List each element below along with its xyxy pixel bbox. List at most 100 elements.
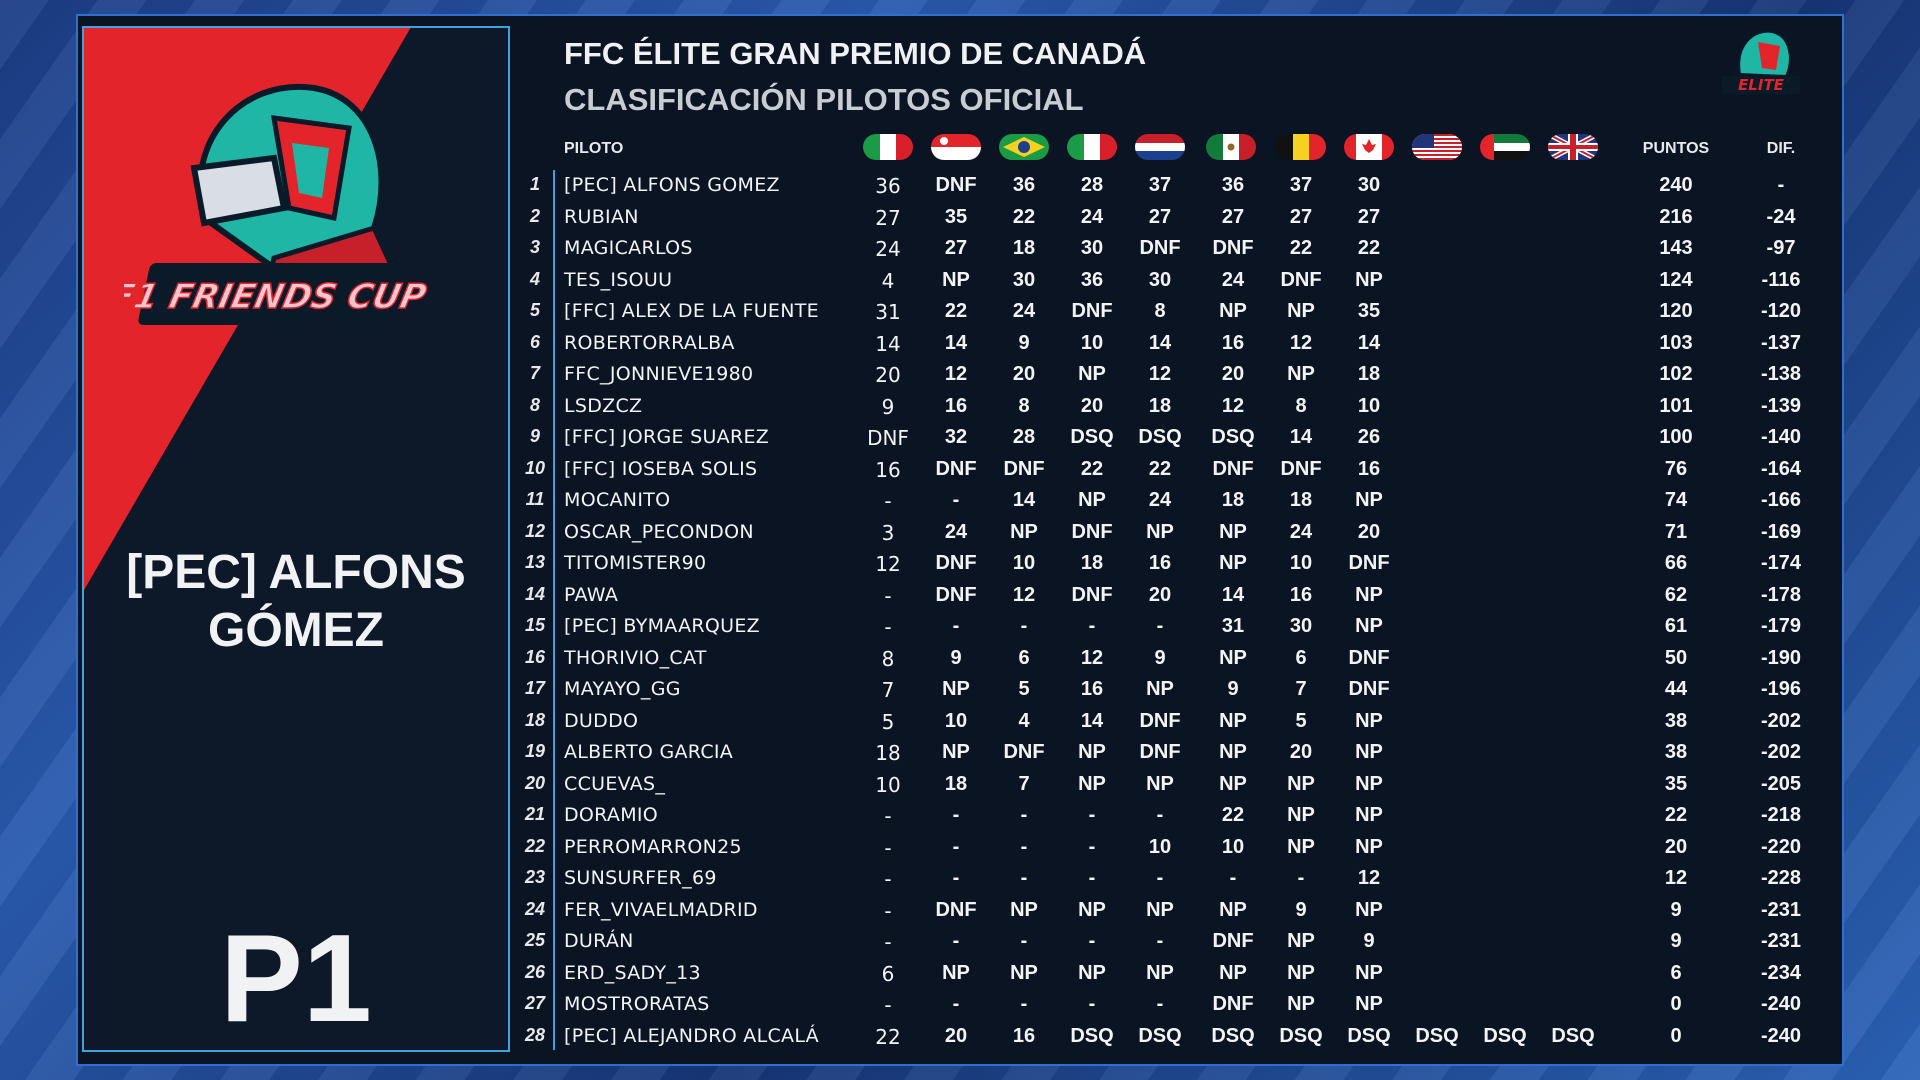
race-result-cell: NP <box>1219 552 1247 574</box>
row-position: 7 <box>529 363 540 383</box>
race-result-cell: 28 <box>1080 174 1104 196</box>
race-result-cell: 27 <box>1221 205 1245 228</box>
race-result-cell: 8 <box>1295 394 1307 417</box>
row-driver-name: DORAMIO <box>564 804 659 826</box>
race-result-cell: 10 <box>1148 835 1172 858</box>
race-result-cell: DNF <box>1280 457 1322 480</box>
row-driver-name: RUBIAN <box>564 205 639 228</box>
race-result-cell: DNF <box>1348 678 1390 700</box>
row-driver-name: [FFC] IOSEBA SOLIS <box>564 457 758 480</box>
table-row: 21 DORAMIO - - - - - 22 NP NP 22 -218 <box>0 801 1920 833</box>
race-result-cell: 12 <box>875 552 901 576</box>
row-driver-name: DURÁN <box>564 930 634 952</box>
race-result-cell: NP <box>1355 961 1383 984</box>
table-divider <box>553 170 555 1050</box>
race-result-cell: NP <box>1078 363 1106 385</box>
race-result-cell: 37 <box>1148 174 1172 196</box>
race-result-cell: 10 <box>1289 552 1313 574</box>
race-result-cell: 6 <box>881 961 895 986</box>
race-result-cell: DSQ <box>1070 426 1114 448</box>
race-result-cell: NP <box>1287 993 1315 1015</box>
race-result-cell: 20 <box>1357 520 1381 543</box>
race-result-cell: 20 <box>1080 394 1104 417</box>
race-result-cell: 9 <box>1295 898 1307 921</box>
row-driver-name: FER_VIVAELMADRID <box>564 898 758 921</box>
col-header-points: PUNTOS <box>1642 140 1710 157</box>
race-result-cell: 5 <box>1018 678 1030 700</box>
race-result-cell: 18 <box>1221 489 1245 511</box>
row-position: 26 <box>524 961 546 982</box>
race-result-cell: NP <box>1355 804 1383 826</box>
row-position: 20 <box>524 772 546 793</box>
race-result-cell: NP <box>942 678 970 700</box>
race-result-cell: 22 <box>1012 205 1036 228</box>
f1-friends-cup-logo: F1 FRIENDS CUP <box>106 58 464 358</box>
race-result-cell: NP <box>1355 268 1383 291</box>
table-row: 16 THORIVIO_CAT 8 9 6 12 9 NP 6 DNF 50 -190 <box>0 644 1920 676</box>
race-result-cell: 24 <box>1148 489 1172 511</box>
row-difference: -140 <box>1760 426 1802 448</box>
race-result-cell: DNF <box>1348 552 1390 574</box>
row-position: 13 <box>524 552 546 572</box>
race-result-cell: NP <box>1287 930 1315 952</box>
table-row: 6 ROBERTORRALBA 14 14 9 10 14 16 12 14 103 -137 <box>0 329 1920 361</box>
race-result-cell: NP <box>942 961 970 984</box>
race-result-cell: - <box>1088 993 1096 1015</box>
row-points: 100 <box>1659 426 1693 448</box>
race-result-cell: DNF <box>1139 237 1181 259</box>
race-result-cell: 10 <box>1357 394 1381 417</box>
race-result-cell: 16 <box>1148 552 1172 574</box>
row-driver-name: [PEC] ALFONS GOMEZ <box>564 174 780 196</box>
race-result-cell: - <box>884 835 892 860</box>
race-result-cell: 10 <box>875 772 901 797</box>
race-result-cell: DSQ <box>1070 1024 1114 1047</box>
race-result-cell: DNF <box>1003 457 1045 480</box>
race-result-cell: NP <box>1146 772 1174 795</box>
italy-flag-icon <box>863 134 913 160</box>
race-result-cell: NP <box>1355 772 1383 795</box>
svg-text:ELITE: ELITE <box>1738 76 1785 94</box>
race-result-cell: NP <box>1146 961 1174 984</box>
race-result-cell: - <box>952 615 960 637</box>
driver-name-line2: GÓMEZ <box>208 604 384 657</box>
row-driver-name: ALBERTO GARCIA <box>564 741 734 763</box>
race-result-cell: 24 <box>875 237 901 261</box>
race-result-cell: 31 <box>1221 615 1245 637</box>
table-row: 27 MOSTRORATAS - - - - - DNF NP NP 0 -240 <box>0 990 1920 1022</box>
row-driver-name: PAWA <box>564 583 619 606</box>
row-driver-name: PERROMARRON25 <box>564 835 742 858</box>
table-row: 12 OSCAR_PECONDON 3 24 NP DNF NP NP 24 20 71 -169 <box>0 518 1920 550</box>
race-result-cell: - <box>1088 867 1096 889</box>
row-position: 6 <box>529 331 540 352</box>
row-points: 6 <box>1670 961 1682 984</box>
row-driver-name: SUNSURFER_69 <box>564 867 717 889</box>
race-result-cell: DNF <box>935 583 977 606</box>
singapore-flag-icon <box>931 134 981 160</box>
table-row: 25 DURÁN - - - - - DNF NP 9 9 -231 <box>0 927 1920 959</box>
race-result-cell: 37 <box>1289 174 1313 196</box>
row-driver-name: THORIVIO_CAT <box>564 646 707 669</box>
race-result-cell: NP <box>1146 898 1174 921</box>
race-result-cell: 14 <box>944 331 968 354</box>
table-row: 7 FFC_JONNIEVE1980 20 12 20 NP 12 20 NP 18 102 -138 <box>0 360 1920 392</box>
row-difference: -196 <box>1760 678 1802 700</box>
row-driver-name: TES_ISOUU <box>564 268 673 291</box>
row-difference: -139 <box>1760 394 1802 417</box>
race-result-cell: NP <box>1355 709 1383 732</box>
table-row: 4 TES_ISOUU 4 NP 30 36 30 24 DNF NP 124 -116 <box>0 266 1920 298</box>
race-result-cell: 22 <box>1289 237 1313 259</box>
row-driver-name: OSCAR_PECONDON <box>564 520 754 543</box>
race-result-cell: DNF <box>1139 709 1181 732</box>
row-difference: -24 <box>1766 205 1796 228</box>
race-result-cell: 18 <box>875 741 901 765</box>
race-result-cell: DSQ <box>1211 426 1255 448</box>
race-result-cell: 27 <box>1289 205 1313 228</box>
race-result-cell: 14 <box>1148 331 1172 354</box>
race-result-cell: NP <box>1287 772 1315 795</box>
race-result-cell: DSQ <box>1138 1024 1182 1047</box>
race-result-cell: 35 <box>1357 300 1381 322</box>
race-result-cell: 7 <box>1295 678 1307 700</box>
race-result-cell: 8 <box>1154 300 1166 322</box>
race-result-cell: - <box>1020 615 1028 637</box>
row-difference: -190 <box>1760 646 1802 669</box>
